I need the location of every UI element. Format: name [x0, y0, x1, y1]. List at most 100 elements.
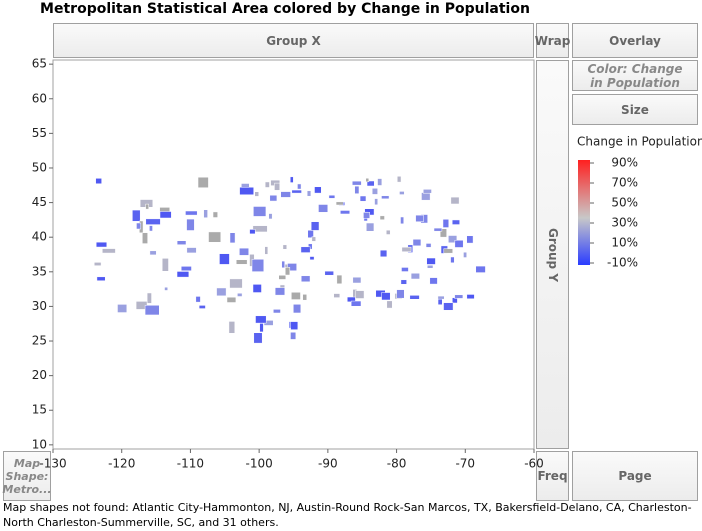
map-shape [443, 302, 454, 311]
map-shape [300, 275, 311, 283]
plot-frame [52, 59, 535, 450]
x-tick-label: -120 [108, 457, 135, 471]
map-shape [252, 225, 268, 233]
map-shape [409, 295, 420, 300]
map-shape [180, 266, 192, 272]
map-shape [249, 229, 256, 235]
y-tick-label: 30 [32, 299, 47, 313]
y-tick-label: 40 [32, 230, 47, 244]
y-tick-label: 20 [32, 368, 47, 382]
map-shape-zone[interactable]: Map Shape: Metro... [2, 451, 52, 501]
map-shape [195, 296, 201, 303]
map-shape [335, 201, 344, 206]
map-shape [132, 209, 141, 222]
map-shape [422, 189, 432, 194]
map-shape [381, 195, 390, 200]
map-shape [259, 323, 264, 333]
map-shape [95, 241, 108, 248]
map-shape [269, 194, 278, 202]
map-shape [293, 304, 302, 314]
legend-gradient [578, 160, 590, 265]
map-shape [253, 206, 267, 217]
map-shape [415, 214, 424, 222]
map-shape [421, 192, 431, 201]
page-zone[interactable]: Page [572, 451, 698, 501]
map-shape [237, 292, 243, 297]
map-shape [429, 277, 438, 285]
map-shape [381, 292, 391, 301]
map-shape [454, 294, 464, 299]
color-zone[interactable]: Color: Change in Population [572, 60, 698, 91]
x-tick-label: -70 [455, 457, 475, 471]
map-shape [475, 265, 486, 273]
map-shape [278, 275, 287, 280]
map-shape [136, 222, 142, 230]
map-shape [333, 293, 341, 298]
map-shape [400, 216, 404, 225]
map-shape [228, 321, 236, 334]
map-shape [145, 203, 149, 210]
map-shape [366, 180, 375, 187]
legend-tick-label: -10% [607, 256, 638, 270]
map-shape [379, 249, 388, 258]
map-shape [309, 256, 315, 261]
map-shape [241, 183, 250, 188]
chart-title: Metropolitan Statistical Area colored by… [40, 1, 530, 17]
legend-tick-label: 10% [611, 236, 638, 250]
y-tick-label: 55 [32, 126, 47, 140]
map-shape [142, 232, 148, 244]
wrap-zone[interactable]: Wrap [535, 23, 570, 58]
map-shape [365, 177, 370, 183]
map-shape [186, 247, 197, 254]
map-shape [273, 309, 281, 314]
legend-tick-label: 30% [611, 216, 638, 230]
map-shape [355, 290, 365, 299]
map-shape [281, 260, 285, 269]
map-shape [212, 211, 218, 218]
map-shape [208, 231, 222, 243]
y-tick-label: 10 [32, 437, 47, 451]
map-shape [185, 210, 198, 216]
map-shape [102, 248, 116, 254]
map-shape [314, 186, 322, 194]
map-shape [442, 219, 449, 228]
map-shape [203, 209, 208, 218]
map-shape [149, 250, 157, 256]
map-shape [433, 227, 443, 232]
group-x-zone[interactable]: Group X [53, 23, 534, 58]
map-shape [310, 221, 320, 231]
map-shape [302, 294, 307, 301]
map-shape [307, 230, 314, 239]
map-shape [197, 176, 209, 188]
map-shape [291, 189, 302, 194]
map-shape [251, 259, 265, 272]
map-shape [290, 331, 297, 340]
map-shape [354, 185, 360, 194]
map-shape [443, 248, 453, 254]
map-shape [352, 180, 362, 186]
map-shape [254, 191, 260, 197]
map-shape [239, 247, 249, 256]
map-shape [454, 239, 464, 248]
map-shape [363, 212, 370, 219]
x-tick-label: -130 [39, 457, 66, 471]
group-y-zone[interactable]: Group Y [536, 60, 569, 449]
map-shape [399, 191, 405, 195]
legend-tick-label: 50% [611, 196, 638, 210]
overlay-zone[interactable]: Overlay [572, 23, 698, 58]
map-shape [379, 215, 385, 220]
map-shape [311, 236, 316, 242]
map-shape [306, 190, 312, 197]
map-shape [176, 240, 187, 245]
size-zone[interactable]: Size [572, 94, 698, 125]
map-shape [396, 176, 402, 183]
map-shape [450, 196, 460, 205]
map-shape [300, 246, 311, 253]
map-shape [324, 270, 334, 276]
map-shape [268, 213, 273, 220]
y-tick-label: 45 [32, 195, 47, 209]
map-shape [255, 315, 267, 324]
freq-zone[interactable]: Freq [536, 451, 569, 501]
map-shape [164, 286, 168, 291]
map-shape [366, 222, 375, 232]
